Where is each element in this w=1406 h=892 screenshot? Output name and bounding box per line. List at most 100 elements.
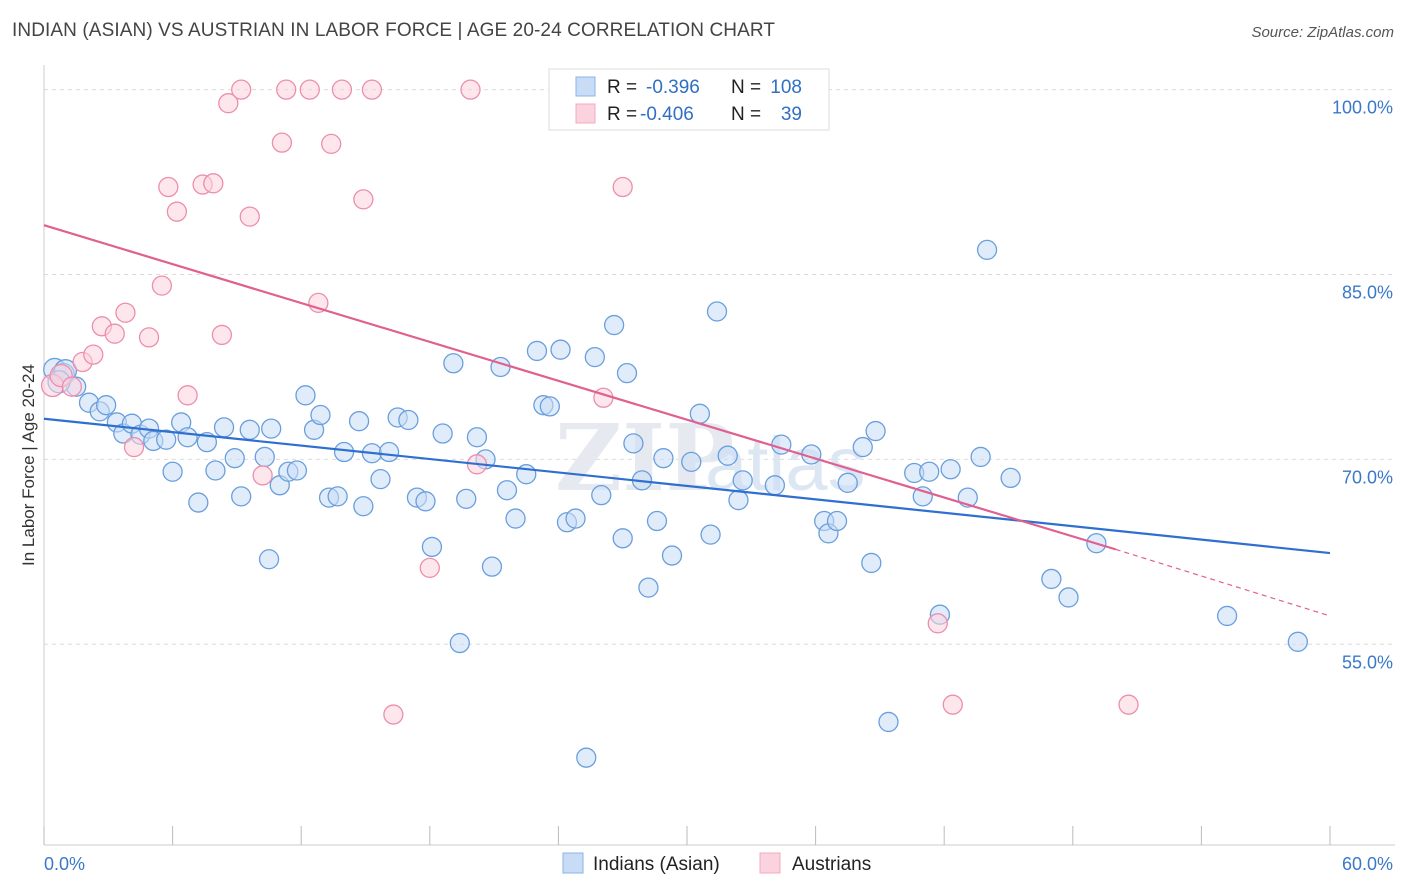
- point-indians-asian: [646, 510, 668, 532]
- point-austrians: [419, 557, 440, 579]
- point-austrians: [276, 79, 297, 100]
- point-austrians: [612, 176, 633, 198]
- point-indians-asian: [603, 314, 625, 336]
- point-indians-asian: [378, 441, 400, 463]
- point-indians-asian: [584, 346, 605, 368]
- point-indians-asian: [732, 470, 753, 491]
- point-austrians: [211, 324, 233, 346]
- point-indians-asian: [466, 427, 488, 448]
- point-indians-asian: [213, 417, 235, 438]
- point-indians-asian: [258, 549, 280, 570]
- point-indians-asian: [261, 418, 282, 439]
- point-indians-asian: [616, 362, 638, 384]
- point-austrians: [1118, 694, 1139, 715]
- series-legend: Indians (Asian) Austrians: [562, 852, 871, 875]
- point-austrians: [151, 275, 173, 296]
- point-indians-asian: [681, 451, 702, 473]
- point-indians-asian: [526, 340, 548, 362]
- y-tick-label: 85.0%: [1342, 283, 1393, 303]
- legend-label-austrians: Austrians: [792, 854, 871, 875]
- point-indians-asian: [505, 508, 526, 529]
- stats-r-value-austrians: -0.406: [640, 104, 694, 125]
- point-indians-asian: [353, 496, 374, 517]
- point-indians-asian: [852, 436, 873, 458]
- point-indians-asian: [96, 395, 117, 416]
- x-tick-label: 0.0%: [44, 854, 85, 874]
- point-austrians: [942, 694, 963, 715]
- trendline-austrians: [43, 224, 1116, 551]
- points-indians-asian: [43, 239, 1308, 768]
- point-austrians: [61, 376, 83, 397]
- point-indians-asian: [295, 385, 316, 406]
- point-austrians: [299, 79, 320, 100]
- source-credit: Source: ZipAtlas.com: [1251, 24, 1394, 41]
- point-austrians: [927, 613, 948, 634]
- stats-n-value-austrians: 39: [781, 104, 802, 125]
- points-austrians: [40, 79, 1139, 725]
- point-austrians: [138, 327, 160, 348]
- point-indians-asian: [550, 339, 571, 360]
- point-indians-asian: [370, 468, 391, 490]
- chart-title: INDIAN (ASIAN) VS AUSTRIAN IN LABOR FORC…: [12, 20, 776, 41]
- point-indians-asian: [156, 429, 177, 450]
- point-indians-asian: [1058, 587, 1079, 608]
- point-indians-asian: [254, 446, 275, 468]
- point-indians-asian: [286, 460, 308, 481]
- point-indians-asian: [196, 432, 218, 453]
- point-indians-asian: [205, 460, 226, 481]
- point-austrians: [361, 79, 383, 100]
- point-indians-asian: [327, 486, 348, 507]
- point-indians-asian: [878, 711, 899, 733]
- point-austrians: [166, 201, 188, 222]
- stats-swatch-indians: [575, 76, 596, 97]
- point-indians-asian: [826, 510, 848, 532]
- point-austrians: [271, 132, 293, 153]
- point-indians-asian: [398, 409, 419, 431]
- point-austrians: [460, 79, 481, 100]
- point-austrians: [321, 133, 342, 155]
- point-austrians: [252, 465, 273, 486]
- stats-r-label-austrians: R =: [607, 104, 637, 125]
- point-austrians: [115, 302, 136, 323]
- trend-lines: [43, 224, 1331, 617]
- point-indians-asian: [310, 404, 331, 426]
- point-indians-asian: [231, 486, 252, 507]
- stats-n-value-indians: 108: [770, 77, 802, 98]
- point-indians-asian: [481, 556, 503, 577]
- trendline-indians-asian: [43, 417, 1331, 555]
- y-axis-title: In Labor Force | Age 20-24: [19, 364, 38, 566]
- point-indians-asian: [653, 448, 674, 469]
- point-indians-asian: [333, 441, 355, 463]
- point-indians-asian: [432, 423, 453, 444]
- point-austrians: [353, 189, 374, 210]
- point-indians-asian: [239, 419, 260, 440]
- point-austrians: [331, 79, 353, 100]
- point-indians-asian: [539, 396, 560, 417]
- point-austrians: [218, 93, 239, 114]
- point-indians-asian: [177, 427, 198, 448]
- y-tick-labels: 100.0% 85.0% 70.0% 55.0%: [1332, 98, 1393, 673]
- point-indians-asian: [1000, 467, 1021, 489]
- point-indians-asian: [919, 461, 940, 482]
- point-indians-asian: [970, 446, 991, 468]
- stats-r-label-indians: R =: [607, 77, 637, 98]
- point-indians-asian: [348, 411, 370, 432]
- point-indians-asian: [861, 552, 882, 574]
- y-tick-label: 70.0%: [1342, 467, 1393, 487]
- point-indians-asian: [443, 353, 464, 374]
- point-austrians: [383, 704, 404, 725]
- x-tick-label: 60.0%: [1342, 854, 1393, 874]
- point-indians-asian: [700, 524, 721, 545]
- point-indians-asian: [415, 491, 436, 512]
- gridlines: [44, 89, 1395, 645]
- point-indians-asian: [591, 484, 612, 506]
- point-austrians: [83, 344, 104, 365]
- stats-r-value-indians: -0.396: [646, 77, 700, 98]
- point-indians-asian: [612, 528, 633, 549]
- point-indians-asian: [162, 461, 183, 482]
- point-austrians: [203, 173, 224, 194]
- point-indians-asian: [1041, 568, 1062, 590]
- point-indians-asian: [638, 577, 659, 598]
- point-austrians: [104, 323, 125, 344]
